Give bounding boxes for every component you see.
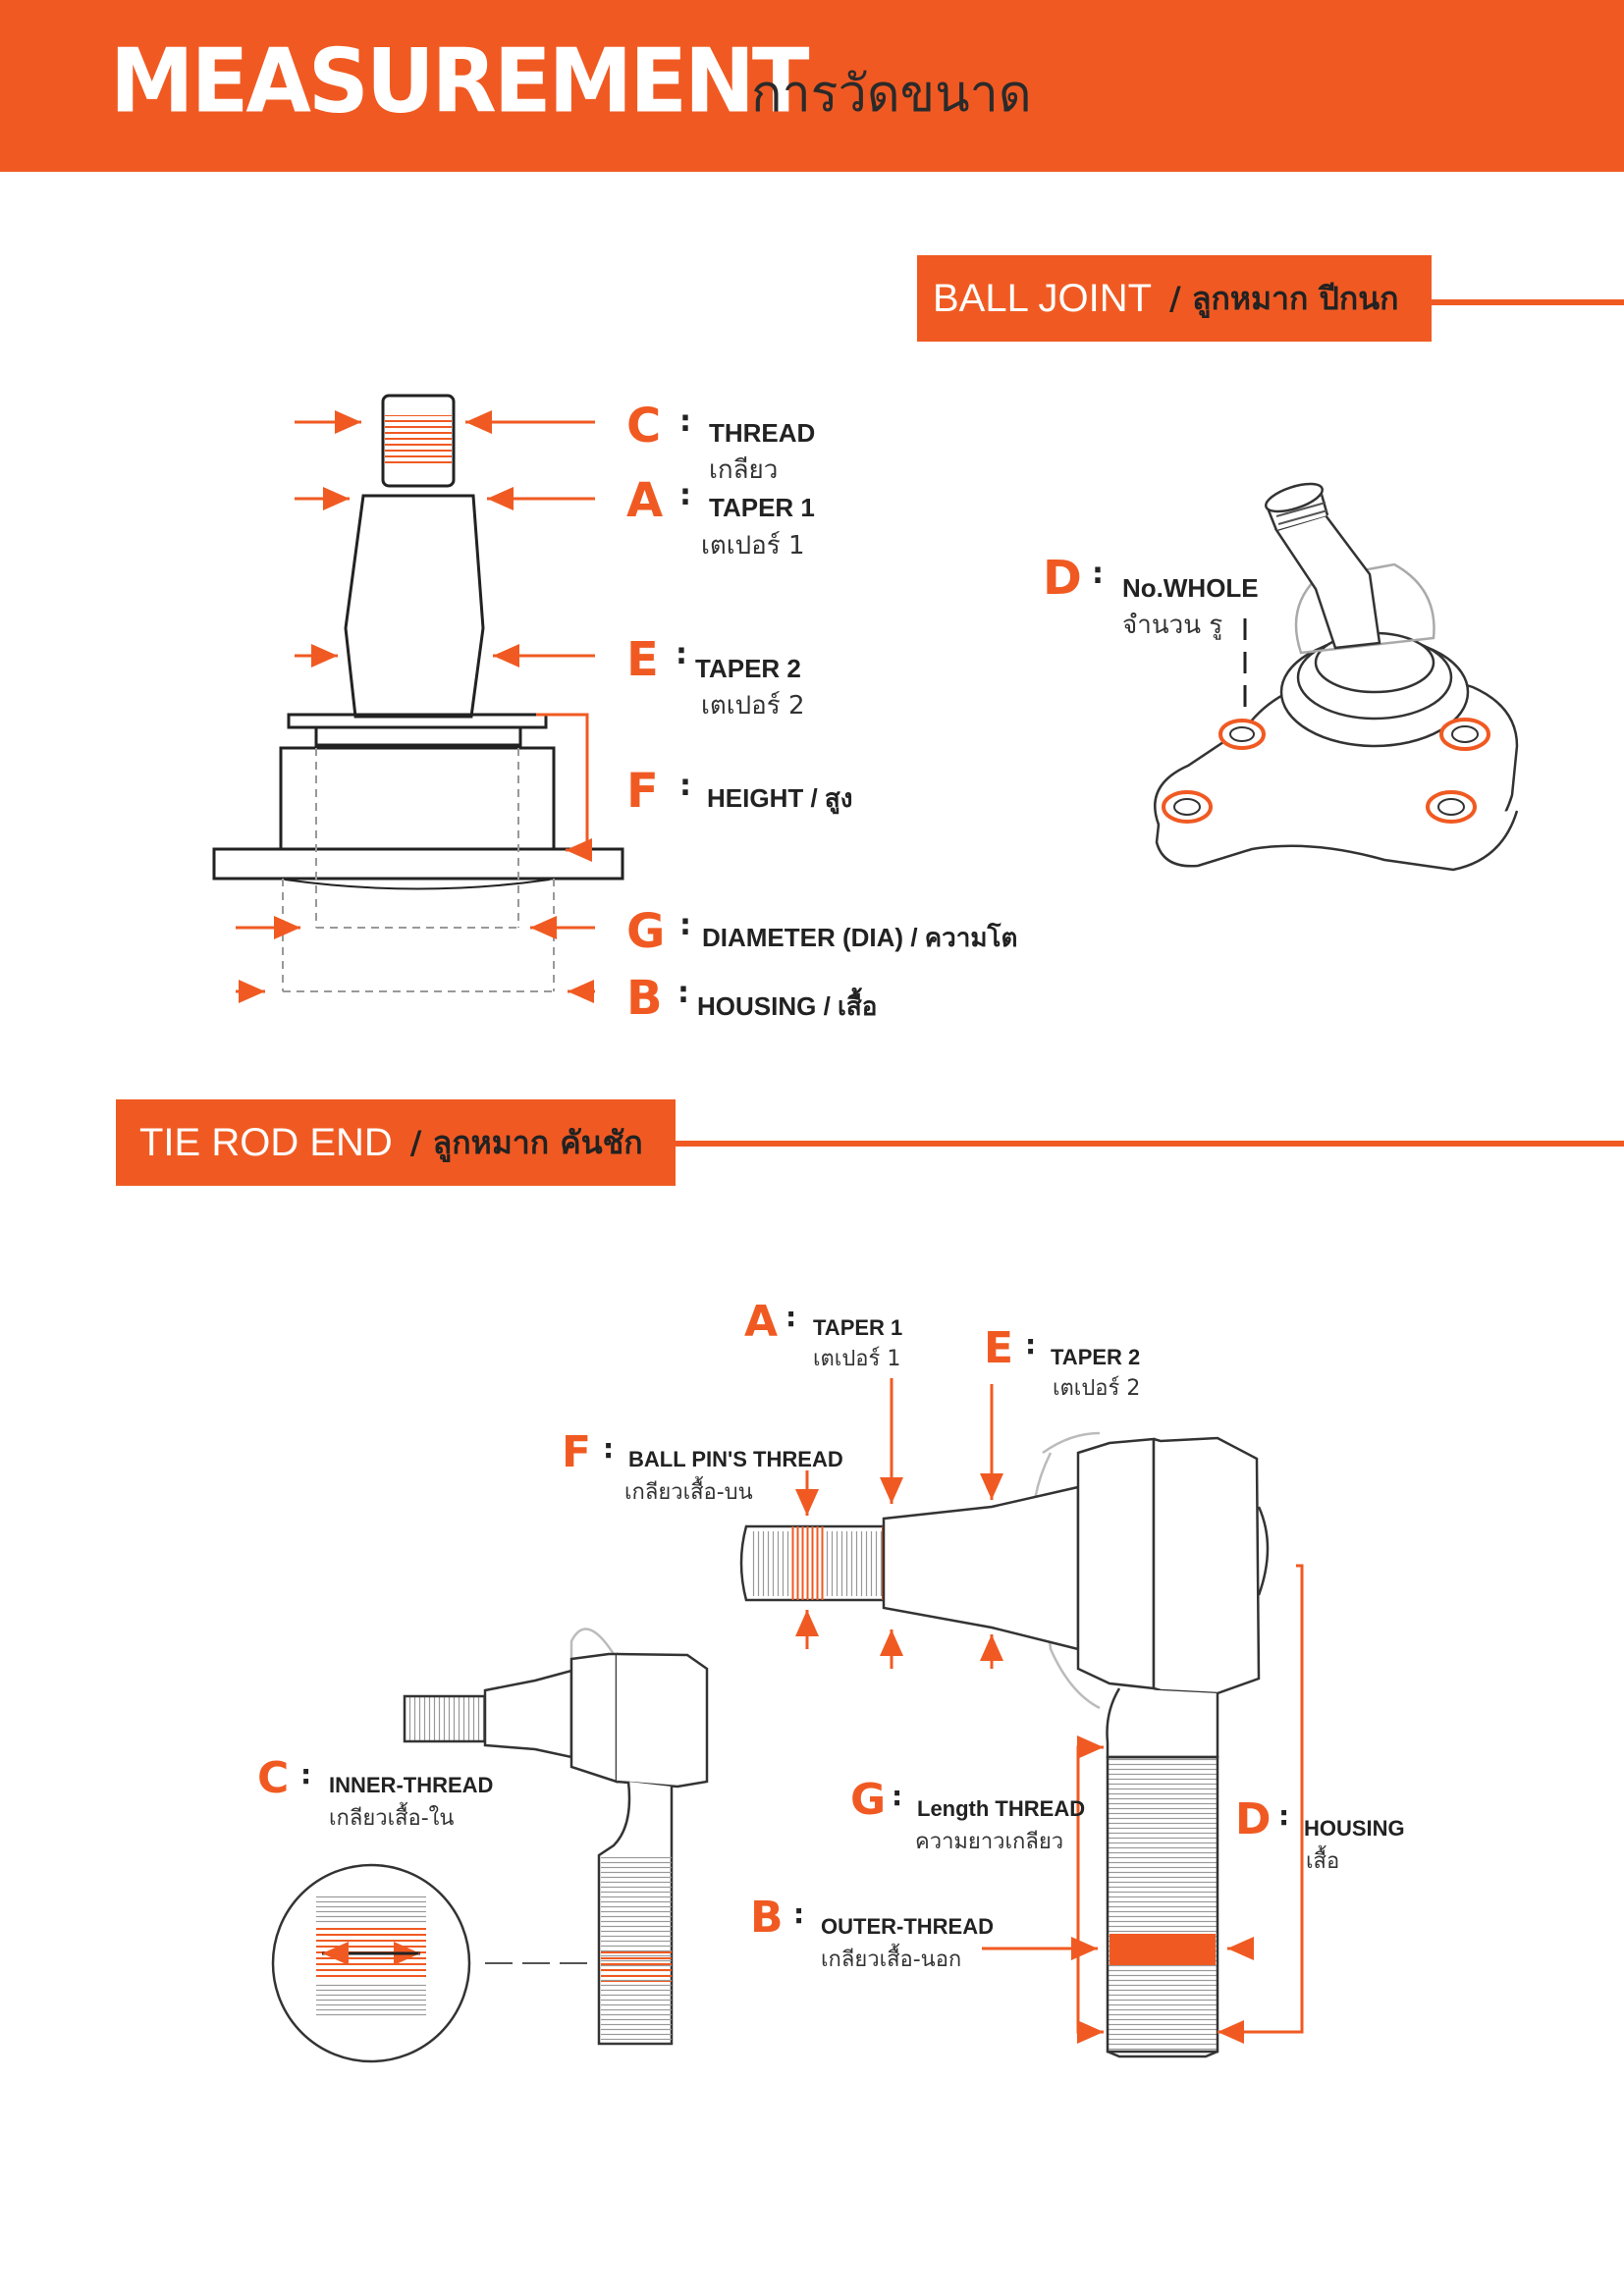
ball-joint-leaders xyxy=(236,410,595,1003)
bj-letter-g: G xyxy=(626,904,666,959)
ball-joint-rule xyxy=(1432,299,1624,305)
bj-letter-d: D xyxy=(1043,551,1082,606)
tr-taper2-th: เตเปอร์ 2 xyxy=(1053,1376,1141,1401)
tr-letter-e: E xyxy=(984,1323,1014,1373)
tr-letter-b: B xyxy=(750,1893,784,1943)
tie-rod-section-tag: TIE ROD END / ลูกหมาก คันชัก xyxy=(116,1099,676,1186)
bj-holes-th: จำนวน รู xyxy=(1122,611,1223,640)
page-title: MEASUREMENT xyxy=(110,29,810,133)
tie-rod-small-view xyxy=(403,1628,709,2046)
tr-colon: : xyxy=(300,1758,312,1790)
bj-colon: : xyxy=(679,478,691,512)
bj-letter-a: A xyxy=(626,473,664,528)
tr-letter-g: G xyxy=(850,1775,887,1825)
bj-taper2-label: TAPER 2 xyxy=(695,654,801,683)
bj-thread-th: เกลียว xyxy=(709,455,779,485)
tie-rod-title: TIE ROD END xyxy=(139,1120,393,1164)
tr-ballpin-label: BALL PIN'S THREAD xyxy=(628,1447,843,1471)
bj-diameter-label: DIAMETER (DIA) / ความโต xyxy=(702,923,1018,952)
bj-taper1-th: เตเปอร์ 1 xyxy=(701,531,805,561)
bj-letter-f: F xyxy=(626,764,659,819)
tie-rod-title-th: / ลูกหมาก คันชัก xyxy=(409,1123,643,1161)
tr-letter-a: A xyxy=(744,1297,779,1347)
header-banner: MEASUREMENT การวัดขนาด xyxy=(0,0,1624,172)
tr-colon: : xyxy=(603,1432,615,1465)
bj-housing-label: HOUSING / เสื้อ xyxy=(697,991,878,1021)
tr-housing-label: HOUSING xyxy=(1304,1816,1405,1841)
tr-inner-thread-th: เกลียวเสื้อ-ใน xyxy=(329,1806,455,1831)
bj-colon: : xyxy=(676,637,687,671)
tr-letter-d: D xyxy=(1235,1794,1272,1844)
tr-colon: : xyxy=(1278,1799,1290,1832)
tr-letter-c: C xyxy=(257,1753,290,1803)
tr-length-thread-label: Length THREAD xyxy=(917,1796,1086,1821)
bj-colon: : xyxy=(677,976,689,1010)
ball-joint-perspective-view xyxy=(1154,482,1519,872)
tr-outer-thread-label: OUTER-THREAD xyxy=(821,1914,994,1939)
tr-housing-th: เสื้อ xyxy=(1306,1849,1340,1874)
bj-colon: : xyxy=(679,769,691,803)
tr-ballpin-th: เกลียวเสื้อ-บน xyxy=(624,1480,753,1505)
tr-colon: : xyxy=(1025,1328,1037,1361)
bj-colon: : xyxy=(1092,557,1104,591)
bj-colon: : xyxy=(679,404,691,439)
tr-taper1-th: เตเปอร์ 1 xyxy=(813,1347,901,1371)
tr-inner-thread-label: INNER-THREAD xyxy=(329,1773,494,1797)
tr-length-thread-th: ความยาวเกลียว xyxy=(915,1830,1064,1854)
bj-letter-c: C xyxy=(626,399,662,454)
bj-height-label: HEIGHT / สูง xyxy=(707,783,853,813)
tr-letter-f: F xyxy=(562,1427,592,1477)
tr-outer-thread-th: เกลียวเสื้อ-นอก xyxy=(821,1948,962,1972)
tr-taper2-label: TAPER 2 xyxy=(1051,1345,1141,1369)
bj-letter-b: B xyxy=(626,971,663,1026)
ball-joint-title-th: / ลูกหมาก ปีกนก xyxy=(1169,279,1399,317)
bj-taper2-th: เตเปอร์ 2 xyxy=(701,691,805,721)
tie-rod-rule xyxy=(676,1141,1624,1147)
ball-joint-title: BALL JOINT xyxy=(933,276,1153,320)
bj-colon: : xyxy=(679,908,691,942)
ball-joint-side-view xyxy=(212,394,624,992)
bj-letter-e: E xyxy=(626,632,659,687)
tr-taper1-label: TAPER 1 xyxy=(813,1315,903,1340)
tr-colon: : xyxy=(785,1301,797,1333)
page-subtitle: การวัดขนาด xyxy=(751,65,1032,124)
bj-holes-label: No.WHOLE xyxy=(1122,573,1259,603)
tie-rod-leaders xyxy=(795,1378,1304,2044)
tie-rod-main-view xyxy=(739,1431,1270,2058)
tr-colon: : xyxy=(892,1780,903,1812)
tr-colon: : xyxy=(793,1897,805,1930)
ball-joint-section-tag: BALL JOINT / ลูกหมาก ปีกนก xyxy=(917,255,1432,342)
bj-taper1-label: TAPER 1 xyxy=(709,493,815,522)
inner-thread-magnifier xyxy=(271,1863,589,2063)
bj-thread-label: THREAD xyxy=(709,418,816,448)
